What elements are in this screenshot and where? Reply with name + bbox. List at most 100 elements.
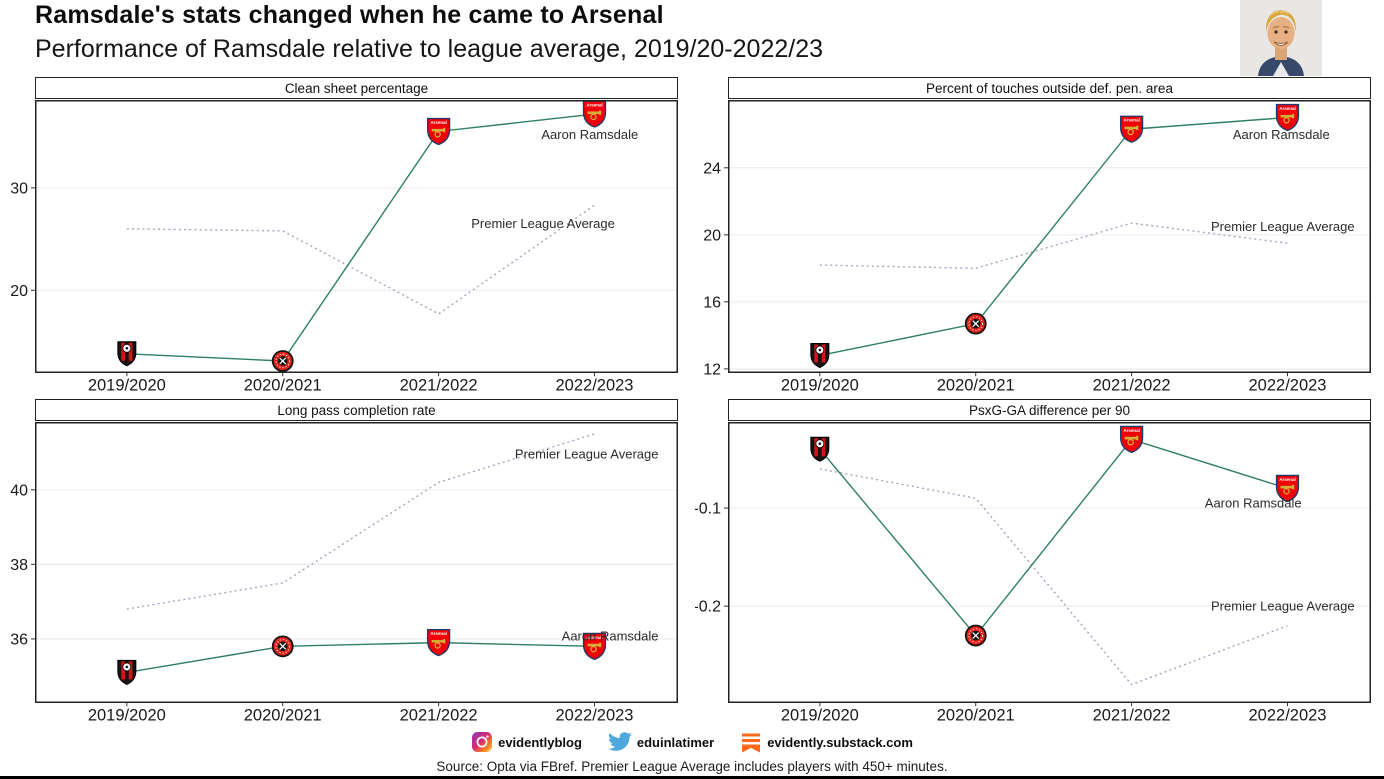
arsenal-crest-icon: Arsenal bbox=[426, 628, 451, 657]
arsenal-crest-icon: Arsenal bbox=[1119, 425, 1144, 454]
panel-psxg-ga-difference: PsxG-GA difference per 90 -0.1 -0.2 2019/2… bbox=[695, 399, 1371, 724]
x-tick-label: 2022/2023 bbox=[1248, 376, 1326, 394]
arsenal-crest-icon: Arsenal bbox=[582, 100, 607, 128]
y-tick-label: 30 bbox=[10, 180, 28, 197]
instagram-link: evidentlyblog bbox=[471, 731, 582, 753]
bournemouth-crest-icon bbox=[117, 341, 137, 367]
arsenal-crest-text: Arsenal bbox=[1123, 118, 1140, 123]
twitter-icon bbox=[607, 732, 632, 751]
x-tick-label: 2021/2022 bbox=[1093, 706, 1171, 724]
y-tick-label: -0.2 bbox=[695, 599, 721, 616]
photo-collar bbox=[1273, 62, 1289, 76]
twitter-link: eduinlatimer bbox=[607, 732, 715, 752]
photo-eyebrows bbox=[1272, 25, 1290, 29]
x-tick-label: 2019/2020 bbox=[781, 706, 859, 724]
plot-background bbox=[35, 100, 678, 373]
plot-background bbox=[728, 100, 1371, 373]
substack-icon bbox=[742, 733, 761, 753]
panel-touches-outside-area: Percent of touches outside def. pen. are… bbox=[695, 77, 1371, 394]
y-tick-label: 38 bbox=[10, 557, 28, 574]
panel-title: Long pass completion rate bbox=[277, 402, 436, 418]
instagram-handle: evidentlyblog bbox=[498, 734, 582, 750]
x-tick-label: 2020/2021 bbox=[244, 376, 322, 394]
twitter-handle: eduinlatimer bbox=[636, 734, 715, 750]
x-tick-label: 2019/2020 bbox=[781, 376, 859, 394]
photo-eye-left bbox=[1274, 30, 1278, 34]
substack-link: evidently.substack.com bbox=[740, 731, 913, 753]
x-tick-label: 2022/2023 bbox=[555, 376, 633, 394]
page-title: Ramsdale's stats changed when he came to… bbox=[35, 1, 664, 29]
y-tick-label: 36 bbox=[10, 631, 28, 648]
psxg-ga-difference-chart: -0.1 -0.2 2019/2020 2020/2021 2021/2022 2022/… bbox=[695, 422, 1371, 724]
header: Ramsdale's stats changed when he came to… bbox=[0, 0, 1384, 77]
arsenal-crest-text: Arsenal bbox=[1279, 477, 1296, 482]
arsenal-crest-icon: Arsenal bbox=[1119, 115, 1144, 143]
instagram-icon bbox=[472, 732, 493, 752]
sheffield-united-crest-icon bbox=[271, 350, 294, 372]
substack-url: evidently.substack.com bbox=[767, 734, 913, 750]
panel-long-pass-completion: Long pass completion rate 36 38 40 2019/202… bbox=[2, 399, 678, 724]
arsenal-crest-text: Arsenal bbox=[430, 120, 447, 125]
bournemouth-crest-icon bbox=[810, 342, 830, 369]
league-average-line bbox=[819, 468, 1288, 686]
bournemouth-crest-icon bbox=[117, 659, 137, 685]
photo-smile bbox=[1273, 41, 1289, 46]
photo-eye-right bbox=[1284, 30, 1288, 34]
series-annotation: Aaron Ramsdale bbox=[1205, 496, 1302, 511]
arsenal-crest-icon: Arsenal bbox=[582, 632, 607, 661]
ramsdale-line bbox=[126, 641, 595, 674]
y-tick-label: 12 bbox=[703, 361, 721, 378]
panel-title: PsxG-GA difference per 90 bbox=[968, 402, 1131, 418]
x-tick-label: 2021/2022 bbox=[1093, 376, 1171, 394]
sheffield-united-crest-icon bbox=[964, 624, 987, 647]
long-pass-completion-chart: 36 38 40 2019/2020 2020/2021 2021/2022 2022/20… bbox=[10, 422, 678, 724]
ramsdale-line bbox=[819, 116, 1288, 357]
series-annotation: Premier League Average bbox=[515, 447, 659, 462]
panel-title-strip: Clean sheet percentage bbox=[35, 77, 678, 99]
y-tick-label: 40 bbox=[10, 482, 28, 499]
arsenal-crest-icon: Arsenal bbox=[1275, 103, 1300, 132]
x-tick-label: 2021/2022 bbox=[400, 706, 478, 724]
x-tick-label: 2022/2023 bbox=[555, 706, 633, 724]
sheffield-united-crest-icon bbox=[271, 635, 294, 658]
plot-background bbox=[728, 422, 1371, 703]
arsenal-crest-text: Arsenal bbox=[1279, 106, 1296, 111]
photo-hair bbox=[1265, 10, 1297, 32]
y-tick-label: 20 bbox=[10, 283, 28, 300]
panel-title-strip: Percent of touches outside def. pen. are… bbox=[728, 77, 1371, 99]
x-tick-label: 2019/2020 bbox=[88, 376, 166, 394]
series-annotation: Premier League Average bbox=[1211, 219, 1355, 234]
series-annotation: Premier League Average bbox=[471, 216, 615, 231]
panel-title: Percent of touches outside def. pen. are… bbox=[926, 80, 1173, 96]
y-tick-label: 20 bbox=[703, 227, 721, 244]
series-annotation: Premier League Average bbox=[1211, 599, 1355, 614]
panel-clean-sheet-percentage: Clean sheet percentage 20 30 2019/2020 2020… bbox=[2, 77, 678, 394]
social-links-row: evidentlyblog eduinlatimer evidently.sub… bbox=[0, 729, 1384, 755]
panel-title: Clean sheet percentage bbox=[284, 80, 429, 96]
panel-border bbox=[728, 422, 1371, 703]
arsenal-crest-text: Arsenal bbox=[1123, 428, 1140, 433]
plot-background bbox=[35, 422, 678, 703]
ramsdale-photo bbox=[1240, 0, 1322, 76]
x-tick-label: 2019/2020 bbox=[88, 706, 166, 724]
ramsdale-line bbox=[126, 113, 595, 362]
arsenal-crest-text: Arsenal bbox=[586, 103, 603, 108]
page-subtitle: Performance of Ramsdale relative to leag… bbox=[35, 35, 824, 63]
x-tick-label: 2020/2021 bbox=[937, 706, 1015, 724]
clean-sheet-chart: 20 30 2019/2020 2020/2021 2021/2022 2022/2023… bbox=[10, 100, 678, 394]
league-average-line bbox=[126, 433, 595, 610]
panel-title-strip: PsxG-GA difference per 90 bbox=[728, 399, 1371, 421]
arsenal-crest-icon: Arsenal bbox=[426, 117, 451, 146]
photo-neck bbox=[1275, 46, 1287, 60]
league-average-line bbox=[819, 222, 1288, 270]
x-tick-label: 2022/2023 bbox=[1248, 706, 1326, 724]
panel-title-strip: Long pass completion rate bbox=[35, 399, 678, 421]
bournemouth-crest-icon bbox=[810, 436, 830, 462]
source-note: Source: Opta via FBref. Premier League A… bbox=[436, 759, 948, 774]
touches-outside-area-chart: 12 16 20 24 2019/2020 2020/2021 2021/2022 2022/… bbox=[703, 100, 1371, 394]
panel-border bbox=[35, 100, 678, 373]
league-average-line bbox=[126, 204, 595, 315]
panel-border bbox=[728, 100, 1371, 373]
y-tick-label: 24 bbox=[703, 160, 721, 177]
